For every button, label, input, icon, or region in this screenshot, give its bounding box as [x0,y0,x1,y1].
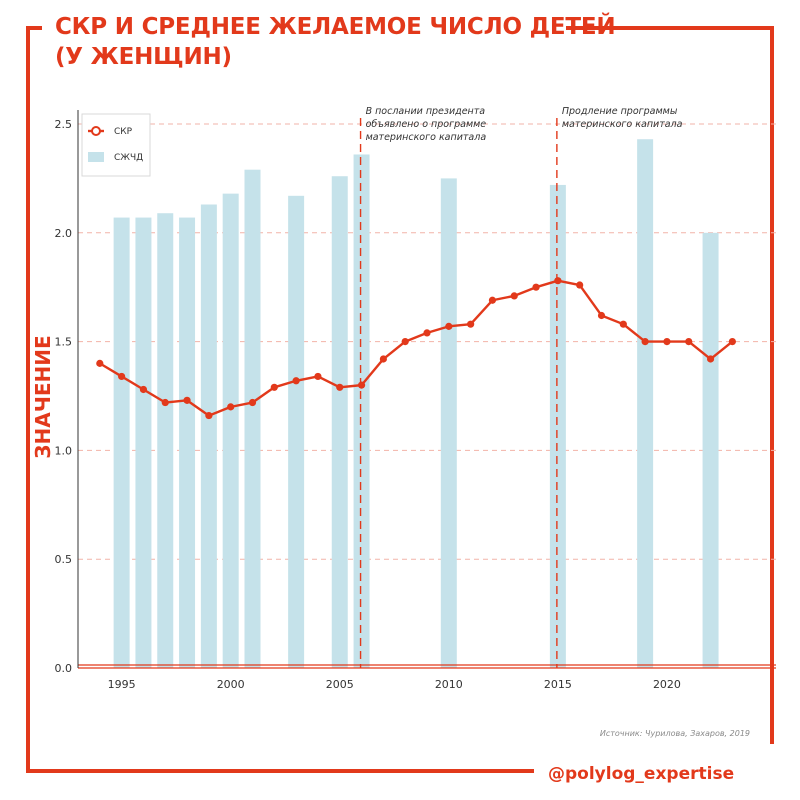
y-tick-label: 0.0 [55,662,73,675]
x-tick-label: 2010 [435,678,463,691]
line-point-2021 [685,338,693,346]
bar-2010 [440,178,457,668]
line-point-2011 [467,320,475,328]
bar-2001 [244,169,261,669]
bar-series [113,139,719,669]
frame-bottom [26,769,534,773]
line-point-2015 [554,277,562,285]
line-point-2013 [510,292,518,300]
legend-box [81,113,151,177]
line-point-2017 [597,311,606,320]
line-point-2009 [423,329,431,337]
x-tick-label: 1995 [108,678,136,691]
line-point-2003 [292,377,300,385]
line-point-1998 [183,396,191,404]
line-point-1996 [139,385,148,394]
legend: СКР СЖЧД [81,113,151,177]
line-point-2022 [706,355,715,363]
bar-2003 [288,195,305,669]
frame-right [770,26,774,744]
y-tick-label: 1.5 [55,336,73,349]
line-point-2020 [663,338,671,346]
x-tick-label: 2000 [217,678,245,691]
legend-label-line: СКР [114,127,133,137]
line-series [96,277,736,420]
bar-1998 [179,217,196,668]
chart-title: СКР И СРЕДНЕЕ ЖЕЛАЕМОЕ ЧИСЛО ДЕТЕЙ (У ЖЕ… [55,14,616,70]
bar-2005 [331,176,348,668]
y-tick-label: 1.0 [55,444,73,457]
line-point-1995 [118,372,126,381]
line-point-2002 [270,383,278,391]
line-point-2012 [488,296,497,304]
author-handle: @polylog_expertise [548,764,735,784]
line-point-1994 [96,359,104,367]
line-point-2014 [532,283,540,291]
line-point-2023 [728,338,736,346]
line-point-2010 [445,322,453,330]
x-tick-label: 2005 [326,678,354,691]
frame-left [26,26,30,773]
source-note: Источник: Чурилова, Захаров, 2019 [599,729,750,738]
bar-1997 [157,213,174,668]
y-tick-label: 2.0 [55,227,73,240]
bar-2015 [549,184,566,669]
bar-2019 [637,139,654,668]
legend-marker [91,126,101,136]
bar-2006 [353,154,370,669]
y-tick-label: 2.5 [55,118,73,131]
line-point-2019 [641,338,649,346]
bar-2000 [222,193,239,668]
y-tick-label: 0.5 [55,553,73,566]
annotation-text: объявлено о программе [366,119,487,130]
bar-1995 [113,217,130,668]
line-point-2004 [314,372,322,381]
frame-top-right [566,26,774,30]
line-point-1999 [205,411,213,420]
line-point-2008 [401,338,409,346]
annotation-text: Продление программы [562,106,678,117]
legend-label-bar: СЖЧД [114,153,143,163]
bar-2022 [702,232,719,669]
line-point-2001 [248,398,257,407]
y-axis-title: ЗНАЧЕНИЕ [31,335,55,458]
line-point-2018 [619,320,627,328]
x-tick-label: 2020 [653,678,681,691]
legend-bar-swatch [88,152,104,162]
line-point-2000 [227,403,235,411]
line-point-2005 [336,383,344,391]
annotation-text: материнского капитала [366,132,487,143]
line-point-1997 [161,398,169,407]
line-point-2006 [357,381,366,389]
axes: 0.0 0.5 1.0 1.5 2.0 2.5 1995 2000 2005 2010 2015 20… [55,110,776,691]
line-skr [99,279,734,417]
x-tick-label: 2015 [544,678,572,691]
bar-1999 [200,204,217,668]
frame-top-left [26,26,42,30]
annotation-text: материнского капитала [562,119,683,130]
annotation-text: В послании президента [366,106,486,117]
line-point-2007 [379,355,387,363]
line-point-2016 [576,281,584,289]
annotations: В послании президента объявлено о програм… [359,106,683,668]
bar-1996 [135,217,152,668]
